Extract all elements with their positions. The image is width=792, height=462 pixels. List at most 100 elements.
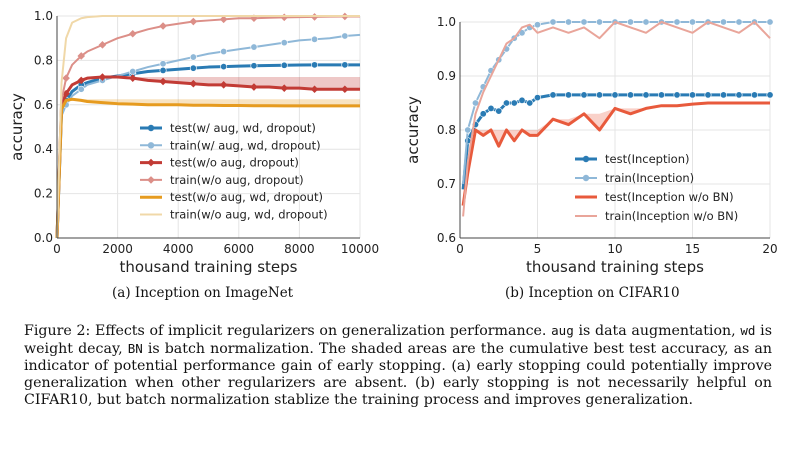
point-test-w-aug-wd-dropout-16 [250, 62, 258, 70]
point-test-w-o-aug-dropout-4 [77, 76, 86, 85]
point-test-inception-3 [479, 110, 487, 118]
point-train-w-aug-wd-dropout-12 [189, 53, 197, 61]
point-test-w-aug-wd-dropout-12 [189, 64, 197, 72]
legend-label-test-inception-w-o-bn: test(Inception w/o BN) [605, 190, 734, 204]
point-train-w-o-aug-dropout-16 [250, 14, 258, 23]
x-tick-label: 0 [53, 242, 61, 256]
caption-part-2: is data augmentation, [573, 323, 736, 339]
legend: test(w/ aug, wd, dropout) train(w/ aug, w… [140, 121, 328, 222]
point-train-w-o-aug-dropout-10 [159, 22, 167, 30]
y-tick-label: 0.9 [437, 69, 456, 83]
caption-bn-term: BN [127, 341, 143, 356]
series-line-test-w-o-aug-wd-dropout [55, 97, 360, 239]
y-axis-label: accuracy [8, 93, 26, 161]
x-tick-label: 8000 [284, 242, 315, 256]
point-test-inception-6 [502, 99, 510, 107]
x-tick-label: 10 [607, 242, 622, 256]
chart-imagenet: 0.0 0.2 0.4 0.6 0.8 1.0 0 2000 4000 6000 8000 10000… [8, 9, 379, 276]
subcaption-b: (b) Inception on CIFAR10 [505, 285, 680, 301]
point-test-w-o-aug-dropout-12 [189, 79, 198, 88]
point-test-inception-25 [766, 91, 774, 99]
point-train-w-o-aug-dropout-4 [77, 52, 86, 60]
series-line-train-w-o-aug-wd-dropout [56, 15, 360, 239]
caption-aug-term: aug [551, 323, 574, 338]
point-test-w-aug-wd-dropout-20 [311, 61, 319, 69]
y-tick-label: 1.0 [437, 15, 456, 29]
y-tick-label: 0.0 [34, 231, 53, 245]
legend-label-train-w-o-aug-dropout: train(w/o aug, dropout) [170, 173, 304, 187]
point-test-w-o-aug-dropout-8 [128, 74, 137, 82]
x-tick-label: 2000 [102, 242, 133, 256]
point-test-inception-10 [533, 94, 541, 102]
point-test-w-o-aug-dropout-18 [280, 84, 289, 92]
point-train-w-o-aug-dropout-18 [280, 13, 289, 22]
subcaption-a: (a) Inception on ImageNet [112, 285, 294, 301]
point-test-inception-15 [611, 91, 619, 99]
point-train-w-aug-wd-dropout-8 [129, 68, 137, 76]
y-tick-label: 0.6 [437, 231, 456, 245]
point-test-w-aug-wd-dropout-14 [220, 63, 228, 71]
legend-marker-test-w-o-aug-dropout [147, 158, 155, 167]
point-test-inception-11 [549, 91, 557, 99]
point-train-inception-1 [464, 126, 472, 134]
point-test-w-o-aug-dropout-14 [219, 81, 228, 89]
legend: test(Inception) train(Inception) test(Ince… [575, 152, 738, 223]
point-train-inception-13 [580, 18, 588, 26]
point-test-inception-9 [526, 99, 534, 107]
point-test-inception-16 [626, 91, 634, 99]
x-axis-label: thousand training steps [119, 258, 297, 276]
legend-label-train-w-o-aug-wd-dropout: train(w/o aug, wd, dropout) [170, 208, 328, 222]
point-train-w-aug-wd-dropout-10 [159, 60, 167, 68]
point-test-inception-14 [595, 91, 603, 99]
figure-caption: Figure 2: Effects of implicit regularize… [24, 322, 772, 409]
point-train-w-aug-wd-dropout-20 [311, 35, 319, 43]
point-test-inception-7 [510, 99, 518, 107]
point-test-inception-8 [518, 96, 526, 104]
series-line-train-inception-w-o-bn [462, 21, 771, 217]
point-train-inception-19 [673, 18, 681, 26]
legend-label-test-inception: test(Inception) [605, 152, 689, 166]
best-area-test-inception-w-o-bn [463, 103, 770, 206]
x-tick-label: 5 [534, 242, 542, 256]
point-train-w-o-aug-dropout-6 [98, 41, 107, 49]
point-test-w-o-aug-dropout-22 [341, 85, 349, 94]
y-tick-label: 0.2 [34, 187, 53, 201]
y-tick-label: 0.7 [437, 177, 456, 191]
point-test-inception-21 [704, 91, 712, 99]
point-test-inception-18 [657, 91, 665, 99]
point-test-inception-12 [564, 91, 572, 99]
point-test-inception-17 [642, 91, 650, 99]
point-test-inception-5 [495, 107, 503, 115]
point-test-inception-4 [487, 104, 495, 112]
legend-label-test-w-o-aug-wd-dropout: test(w/o aug, wd, dropout) [170, 190, 323, 204]
legend-label-train-inception-w-o-bn: train(Inception w/o BN) [605, 209, 738, 223]
figure-charts: 0.0 0.2 0.4 0.6 0.8 1.0 0 2000 4000 6000 8000 10000… [8, 9, 778, 276]
point-train-inception-10 [533, 21, 541, 29]
y-axis-label: accuracy [404, 96, 422, 164]
point-train-w-o-aug-dropout-8 [128, 29, 137, 38]
x-tick-label: 20 [762, 242, 777, 256]
point-train-inception-22 [719, 18, 727, 26]
x-tick-label: 4000 [163, 242, 194, 256]
point-train-w-o-aug-dropout-12 [189, 17, 198, 26]
y-tick-label: 0.8 [34, 53, 53, 67]
y-tick-label: 0.6 [34, 98, 53, 112]
legend-marker-train-inception [582, 174, 590, 182]
point-test-w-aug-wd-dropout-10 [159, 66, 167, 74]
point-test-inception-24 [750, 91, 758, 99]
y-tick-label: 0.4 [34, 142, 53, 156]
legend-label-train-inception: train(Inception) [605, 171, 694, 185]
point-train-inception-11 [549, 18, 557, 26]
legend-label-train-w-aug-wd-dropout: train(w/ aug, wd, dropout) [170, 138, 321, 152]
x-tick-label: 15 [685, 242, 700, 256]
point-train-w-aug-wd-dropout-18 [280, 39, 288, 47]
x-tick-label: 0 [456, 242, 464, 256]
point-train-inception-17 [642, 18, 650, 26]
point-test-inception-13 [580, 91, 588, 99]
series-line-test-inception-w-o-bn [461, 101, 770, 206]
point-test-inception-22 [719, 91, 727, 99]
legend-marker-test-w-aug-wd-dropout [147, 124, 155, 132]
point-test-w-o-aug-dropout-6 [98, 73, 107, 81]
point-train-inception-16 [626, 18, 634, 26]
